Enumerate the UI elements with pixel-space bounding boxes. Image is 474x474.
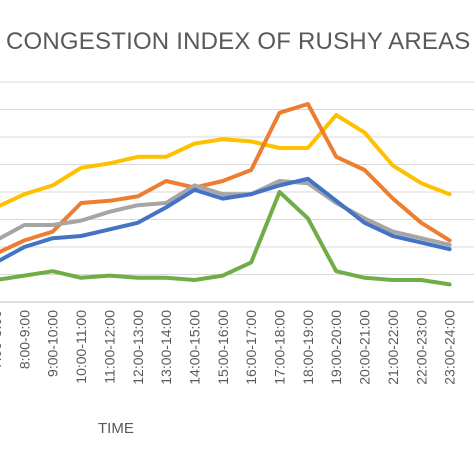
x-tick-labels: 7:00-8:00 8:00-9:00 9:00-10:00 10:00-11:00 1… [0,310,458,385]
x-tick-label: 13:00-14:00 [158,310,174,385]
series-line-5 [0,190,452,287]
x-tick-label: 19:00-20:00 [328,310,344,385]
x-tick-label: 17:00-18:00 [272,310,288,385]
x-tick-label: 21:00-22:00 [385,310,401,385]
x-tick-label: 8:00-9:00 [16,310,32,369]
x-tick-label: 18:00-19:00 [300,310,316,385]
series-line-4 [0,176,452,263]
series-line-1 [0,113,452,208]
x-tick-label: 23:00-24:00 [442,310,458,385]
x-tick-label: 11:00-12:00 [101,310,117,384]
x-axis-label: TIME [98,420,134,437]
series-lines [0,102,452,287]
chart-title: CONGESTION INDEX OF RUSHY AREAS [6,28,471,55]
x-tick-label: 10:00-11:00 [73,310,89,384]
series-line-2 [0,102,452,254]
x-tick-label: 20:00-21:00 [357,310,373,385]
x-tick-label: 14:00-15:00 [187,310,203,385]
x-tick-label: 22:00-23:00 [413,310,429,385]
x-tick-label: 15:00-16:00 [215,310,231,385]
x-tick-label: 9:00-10:00 [45,310,61,377]
series-line-3 [0,179,452,247]
x-tick-label: 16:00-17:00 [243,310,259,385]
x-tick-label: 12:00-13:00 [130,310,146,385]
x-tick-label: 7:00-8:00 [0,310,4,369]
